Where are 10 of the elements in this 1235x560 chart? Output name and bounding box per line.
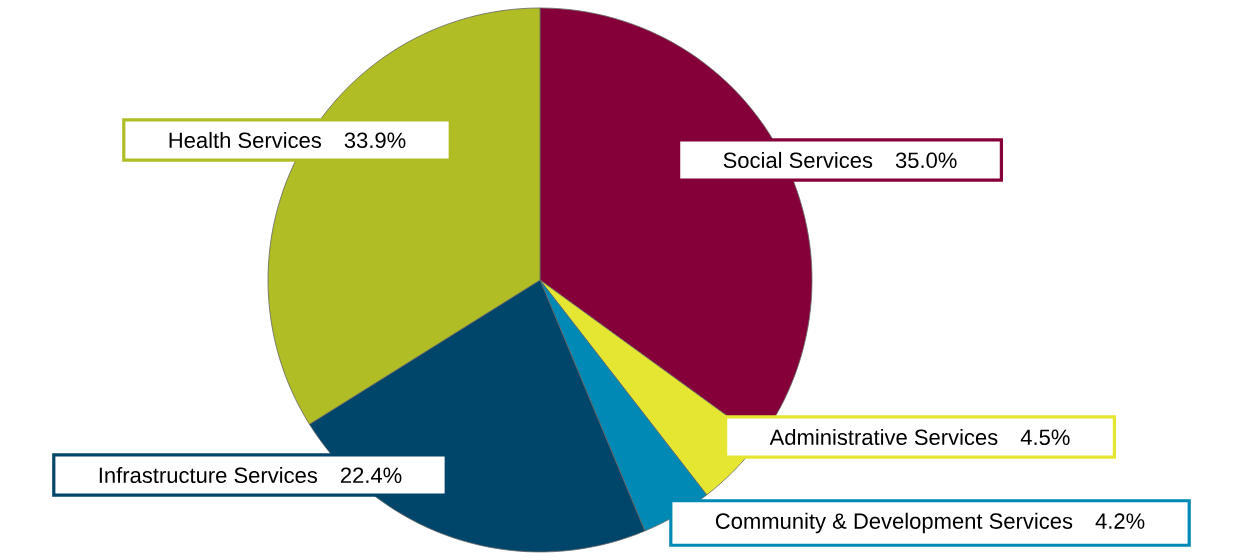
slice-label: Health Services <box>169 131 321 149</box>
data-label: 4.2% <box>1095 513 1145 529</box>
data-label: 22.4% <box>340 467 402 483</box>
slice-label: Infrastructure Services <box>99 466 318 484</box>
data-label: 4.5% <box>1020 429 1070 446</box>
slice-label: Community & Development Services <box>715 512 1073 534</box>
slice-label: Administrative Services <box>769 428 998 446</box>
slice-label: Social Services <box>723 151 873 169</box>
data-label: 35.0% <box>895 152 957 169</box>
data-label: 33.9% <box>344 132 406 149</box>
